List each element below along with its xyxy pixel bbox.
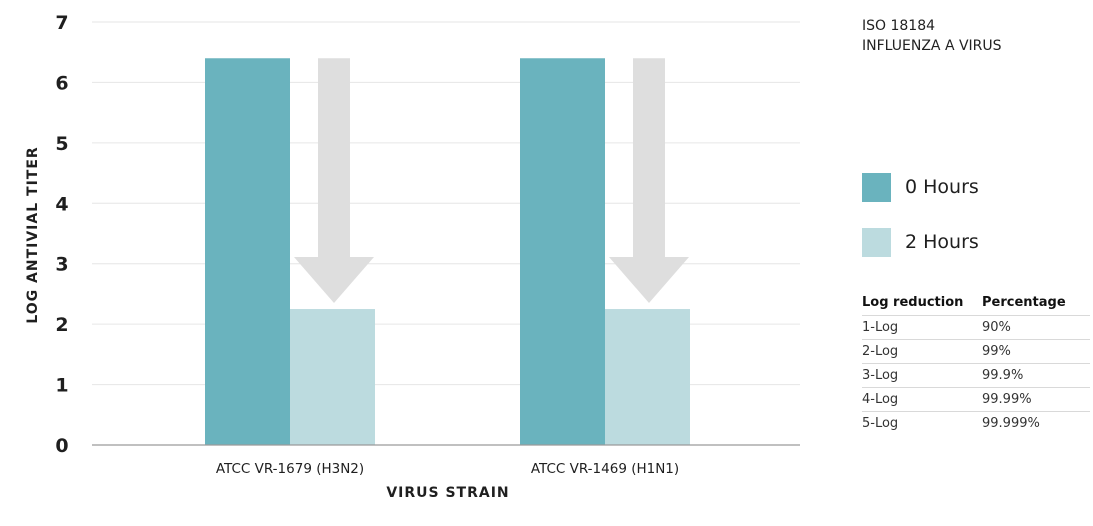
table-cell-percentage: 90% (982, 315, 1090, 340)
table-header-row: Log reduction Percentage (862, 292, 1090, 316)
legend-item-0-hours: 0 Hours (862, 168, 979, 206)
y-tick-label: 0 (55, 435, 68, 457)
x-category-label: ATCC VR-1679 (H3N2) (216, 461, 364, 477)
y-tick-label: 3 (55, 254, 68, 276)
log-reduction-table: Log reduction Percentage 1-Log 90% 2-Log… (862, 292, 1090, 435)
x-axis-title: VIRUS STRAIN (386, 485, 509, 501)
reduction-arrow (609, 58, 689, 304)
y-axis-title: LOG ANTIVIAL TITER (25, 146, 41, 323)
legend-label-2-hours: 2 Hours (905, 231, 979, 253)
y-tick-label: 6 (55, 72, 68, 94)
table-row: 4-Log 99.99% (862, 387, 1090, 412)
chart-side-title: ISO 18184 INFLUENZA A VIRUS (862, 16, 1002, 56)
bar-0-hours (205, 58, 290, 445)
reduction-arrow (294, 58, 374, 304)
gridlines (92, 21, 800, 386)
legend-swatch-0-hours (862, 172, 891, 202)
table-row: 1-Log 90% (862, 315, 1090, 340)
table-cell-log: 1-Log (862, 315, 982, 340)
legend-label-0-hours: 0 Hours (905, 176, 979, 198)
table-cell-percentage: 99.99% (982, 387, 1090, 412)
legend-swatch-2-hours (862, 227, 891, 257)
chart-plot: 0 1 2 3 4 5 6 7 ATCC VR-1679 (H3N2) ATCC VR-1469… (25, 12, 800, 501)
x-category-label: ATCC VR-1469 (H1N1) (531, 461, 679, 477)
table-header-percentage: Percentage (982, 295, 1066, 310)
table-header-log-reduction: Log reduction (862, 295, 964, 310)
table-cell-percentage: 99.9% (982, 363, 1090, 388)
y-tick-label: 1 (55, 375, 68, 397)
bars (205, 58, 690, 445)
y-tick-label: 5 (55, 133, 68, 155)
table-row: 2-Log 99% (862, 339, 1090, 364)
y-tick-label: 4 (55, 193, 68, 215)
table-cell-log: 3-Log (862, 363, 982, 388)
bar-2-hours (290, 309, 375, 445)
virus-label: INFLUENZA A VIRUS (862, 38, 1002, 54)
table-cell-log: 5-Log (862, 411, 982, 435)
table-row: 3-Log 99.9% (862, 363, 1090, 388)
x-category-labels: ATCC VR-1679 (H3N2) ATCC VR-1469 (H1N1) (216, 461, 679, 477)
table-cell-log: 2-Log (862, 339, 982, 364)
bar-2-hours (605, 309, 690, 445)
table-cell-log: 4-Log (862, 387, 982, 412)
table-cell-percentage: 99.999% (982, 411, 1090, 435)
table-cell-percentage: 99% (982, 339, 1090, 364)
table-row: 5-Log 99.999% (862, 411, 1090, 435)
legend-item-2-hours: 2 Hours (862, 223, 979, 261)
bar-0-hours (520, 58, 605, 445)
legend: 0 Hours 2 Hours (862, 168, 979, 278)
y-tick-labels: 0 1 2 3 4 5 6 7 (55, 12, 68, 457)
y-tick-label: 7 (55, 12, 68, 34)
standard-label: ISO 18184 (862, 18, 936, 34)
y-tick-label: 2 (55, 314, 68, 336)
reduction-arrows (294, 58, 689, 304)
